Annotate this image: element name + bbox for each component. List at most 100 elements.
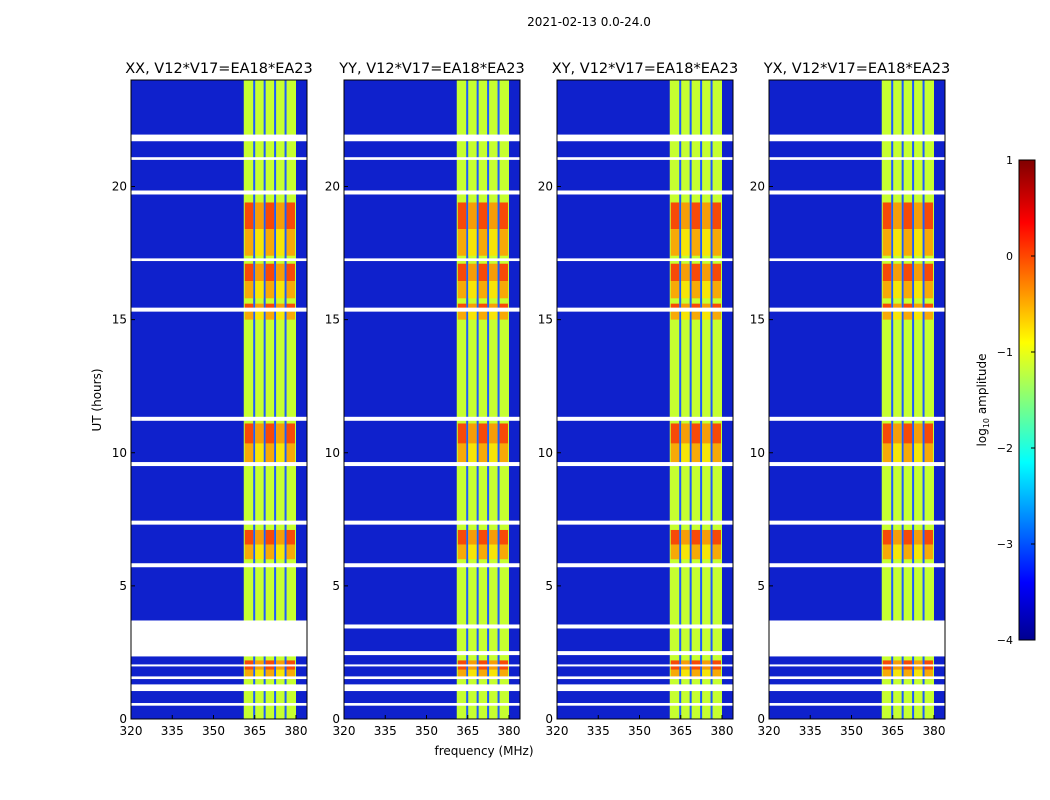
rfi-cell	[244, 281, 254, 299]
rfi-cell	[691, 202, 701, 230]
strong-rfi-block	[244, 263, 295, 299]
flagged-row	[769, 620, 945, 657]
rfi-cell	[457, 229, 467, 256]
y-tick-label: 10	[538, 446, 553, 460]
rfi-cell	[478, 529, 488, 545]
rfi-cell	[255, 544, 264, 560]
x-tick-label: 320	[120, 724, 143, 738]
panel-title: YY, V12*V17=EA18*EA23	[338, 61, 524, 77]
rfi-cell	[286, 229, 295, 256]
strong-rfi-block	[670, 263, 721, 299]
x-tick-label: 365	[669, 724, 692, 738]
rfi-cell	[468, 443, 477, 464]
flagged-row	[344, 651, 520, 656]
y-tick-label: 0	[119, 712, 127, 726]
figure-suptitle: 2021-02-13 0.0-24.0	[527, 15, 651, 29]
flagged-row	[131, 416, 307, 421]
rfi-cell	[499, 263, 508, 282]
band-gap	[466, 80, 469, 719]
flagged-row	[769, 664, 945, 667]
rfi-cell	[286, 263, 295, 282]
rfi-cell	[265, 229, 275, 256]
strong-rfi-block	[670, 423, 721, 464]
rfi-cell	[499, 669, 508, 680]
rfi-cell	[244, 423, 254, 444]
y-tick-label: 5	[332, 579, 340, 593]
rfi-cell	[893, 443, 902, 464]
flagged-row	[557, 651, 733, 656]
flagged-row	[769, 157, 945, 160]
rfi-band	[669, 80, 722, 719]
band-gap	[497, 80, 500, 719]
y-tick-label: 10	[325, 446, 340, 460]
rfi-cell	[276, 311, 285, 320]
rfi-cell	[244, 443, 254, 464]
rfi-cell	[499, 311, 508, 320]
flagged-row	[131, 307, 307, 312]
rfi-cell	[489, 423, 498, 444]
rfi-cell	[489, 229, 498, 256]
y-tick-label: 10	[112, 446, 127, 460]
strong-rfi-block	[670, 529, 721, 560]
rfi-cell	[276, 669, 285, 680]
rfi-cell	[478, 281, 488, 299]
flagged-row	[557, 563, 733, 568]
rfi-cell	[286, 544, 295, 560]
rfi-cell	[882, 202, 892, 230]
flagged-row	[344, 134, 520, 142]
rfi-cell	[478, 544, 488, 560]
rfi-cell	[468, 263, 477, 282]
band-gap	[700, 80, 703, 719]
axes-frame	[556, 79, 734, 720]
shared-xlabel: frequency (MHz)	[434, 744, 533, 758]
rfi-cell	[286, 281, 295, 299]
band-gap	[476, 80, 479, 719]
rfi-cell	[265, 443, 275, 464]
rfi-cell	[468, 202, 477, 230]
colorbar-gradient	[1018, 159, 1036, 641]
x-tick-label: 380	[711, 724, 734, 738]
strong-rfi-block	[457, 423, 508, 464]
rfi-cell	[478, 443, 488, 464]
x-tick-label: 335	[799, 724, 822, 738]
axes-frame	[343, 79, 521, 720]
y-tick-label: 5	[757, 579, 765, 593]
flagged-row	[557, 258, 733, 262]
rfi-cell	[882, 529, 892, 545]
rfi-cell	[893, 311, 902, 320]
rfi-cell	[265, 311, 275, 320]
x-tick-label: 335	[587, 724, 610, 738]
rfi-cell	[893, 544, 902, 560]
rfi-cell	[691, 529, 701, 545]
x-tick-label: 350	[840, 724, 863, 738]
rfi-cell	[914, 281, 923, 299]
rfi-cell	[914, 544, 923, 560]
rfi-cell	[914, 202, 923, 230]
y-tick-label: 20	[750, 180, 765, 194]
panel-title: XX, V12*V17=EA18*EA23	[125, 61, 313, 77]
rfi-cell	[681, 544, 690, 560]
x-tick-label: 350	[202, 724, 225, 738]
flagged-row	[769, 520, 945, 525]
rfi-cell	[893, 202, 902, 230]
rfi-cell	[255, 529, 264, 545]
rfi-cell	[265, 202, 275, 230]
panel-title: XY, V12*V17=EA18*EA23	[552, 61, 738, 77]
rfi-cell	[903, 544, 913, 560]
band-gap	[274, 80, 277, 719]
rfi-cell	[478, 423, 488, 444]
flagged-row	[557, 307, 733, 312]
flagged-row	[344, 258, 520, 262]
rfi-cell	[914, 263, 923, 282]
rfi-cell	[914, 443, 923, 464]
flagged-row	[344, 684, 520, 692]
rfi-cell	[244, 669, 254, 680]
colorbar: log10 amplitude 1 0 −1 −2 −3 −4	[975, 154, 1036, 647]
flagged-row	[769, 563, 945, 568]
rfi-cell	[914, 669, 923, 680]
rfi-cell	[903, 202, 913, 230]
rfi-cell	[670, 202, 680, 230]
rfi-cell	[903, 311, 913, 320]
flagged-row	[769, 416, 945, 421]
flagged-row	[131, 157, 307, 160]
